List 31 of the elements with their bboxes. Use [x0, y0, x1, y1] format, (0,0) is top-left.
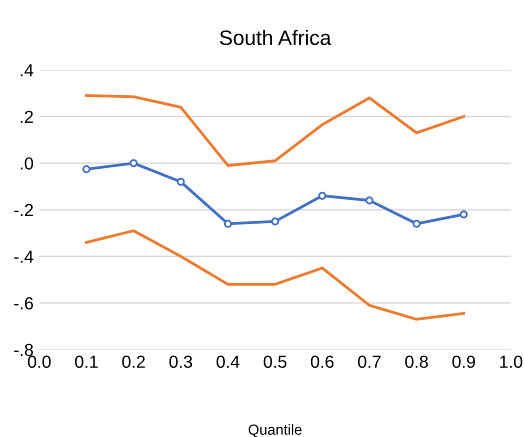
- point: [412, 220, 421, 228]
- point: [318, 192, 326, 200]
- x-axis-title: Quantile: [248, 424, 302, 437]
- y-tick-label: -.2: [14, 204, 33, 216]
- y-tick-label: .2: [20, 110, 33, 123]
- chart-title: South Africa: [220, 30, 332, 46]
- point: [176, 178, 185, 186]
- point: [460, 210, 468, 218]
- x-tick-label: 0.1: [75, 356, 98, 368]
- line-series: [85, 94, 466, 167]
- x-tick-label: 0.5: [264, 356, 286, 368]
- y-tick-label: -.6: [14, 297, 33, 310]
- point: [130, 159, 138, 168]
- x-tick-label: 0.9: [452, 356, 475, 368]
- x-tick-label: 0.4: [216, 356, 240, 368]
- point: [82, 165, 90, 174]
- x-tick-label: 0.0: [28, 356, 51, 368]
- y-tick-label: .0: [20, 157, 34, 170]
- x-tick-label: 0.2: [122, 356, 145, 368]
- x-tick-label: 0.6: [310, 356, 334, 368]
- y-tick-label: -.4: [14, 250, 34, 263]
- x-tick-label: 0.3: [169, 356, 192, 368]
- x-tick-label: 1.0: [500, 356, 522, 368]
- y-tick-label: .4: [20, 64, 34, 76]
- line-series: [85, 229, 466, 321]
- y-tick-label: -.8: [14, 344, 33, 356]
- point: [271, 217, 280, 226]
- x-tick-label: 0.7: [358, 356, 381, 368]
- point: [365, 196, 374, 204]
- x-tick-label: 0.8: [405, 356, 428, 368]
- point: [224, 220, 232, 228]
